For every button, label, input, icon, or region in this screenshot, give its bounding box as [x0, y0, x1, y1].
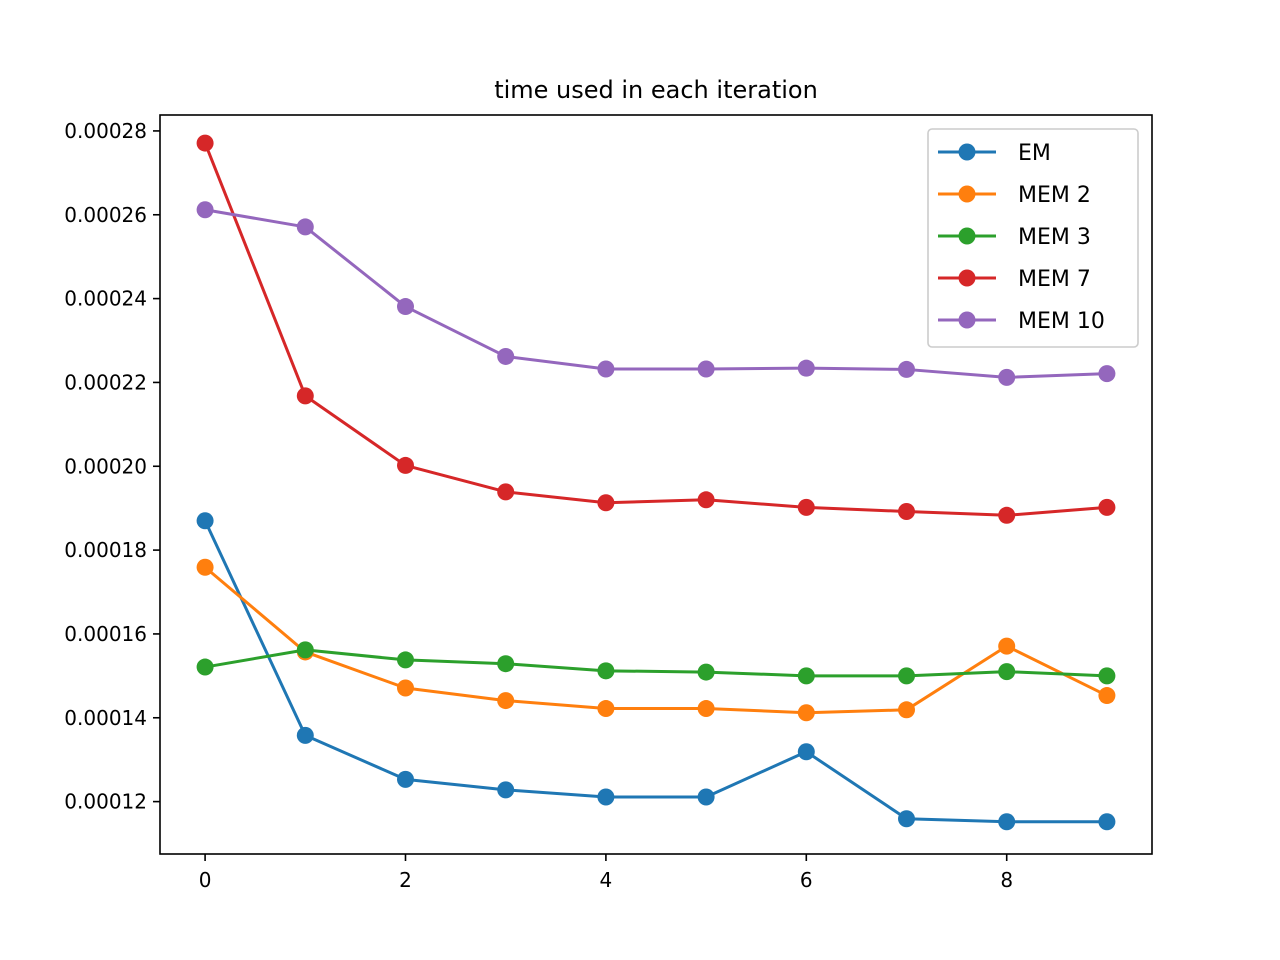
data-point — [597, 788, 615, 806]
legend-swatch-marker — [958, 269, 976, 287]
series-line — [204, 208, 1107, 379]
data-point — [1098, 667, 1116, 685]
x-tick-label: 6 — [800, 868, 813, 892]
data-point — [196, 558, 214, 576]
series-mem-7 — [196, 134, 1116, 524]
data-point — [196, 201, 214, 219]
data-point — [597, 494, 615, 512]
legend-item: MEM 7 — [938, 267, 1091, 292]
data-point — [1098, 813, 1116, 831]
series-line — [203, 520, 1107, 824]
data-point — [697, 700, 715, 718]
data-point — [898, 503, 916, 521]
data-point — [797, 743, 815, 761]
data-point — [396, 651, 414, 669]
legend-item: MEM 10 — [938, 309, 1105, 334]
data-point — [597, 700, 615, 718]
chart-title: time used in each iteration — [494, 76, 818, 104]
data-point — [296, 387, 314, 405]
data-point — [898, 360, 916, 378]
x-axis: 0 2 4 6 8 — [199, 854, 1013, 892]
data-point — [1098, 498, 1116, 516]
data-point — [396, 298, 414, 316]
legend-swatch-marker — [958, 227, 976, 245]
series-mem-10 — [196, 201, 1116, 386]
data-point — [697, 663, 715, 681]
data-point — [898, 810, 916, 828]
data-point — [697, 788, 715, 806]
data-point — [797, 359, 815, 377]
data-point — [797, 498, 815, 516]
y-tick-label: 0.00018 — [64, 538, 147, 562]
data-point — [497, 692, 515, 710]
data-point — [998, 637, 1016, 655]
data-point — [998, 506, 1016, 524]
data-point — [196, 658, 214, 676]
x-tick-label: 2 — [399, 868, 412, 892]
legend-item: MEM 2 — [938, 183, 1091, 208]
data-point — [296, 726, 314, 744]
data-point — [196, 512, 214, 530]
data-point — [396, 456, 414, 474]
series-em — [196, 512, 1116, 831]
data-point — [1098, 687, 1116, 705]
data-point — [998, 663, 1016, 681]
y-tick-label: 0.00028 — [64, 119, 147, 143]
legend-swatch-marker — [958, 185, 976, 203]
x-tick-label: 4 — [600, 868, 613, 892]
data-point — [697, 360, 715, 378]
legend-label: MEM 3 — [1018, 225, 1091, 250]
series-mem-2 — [196, 558, 1116, 722]
data-point — [497, 483, 515, 501]
data-point — [296, 218, 314, 236]
data-point — [597, 360, 615, 378]
legend-item: EM — [938, 141, 1051, 166]
legend-box — [927, 128, 1139, 348]
legend-label: MEM 7 — [1018, 267, 1091, 292]
y-tick-label: 0.00022 — [64, 370, 147, 394]
legend-label: EM — [1018, 141, 1051, 166]
data-point — [998, 813, 1016, 831]
plot-area — [159, 114, 1153, 855]
data-point — [898, 667, 916, 685]
y-tick-label: 0.00012 — [64, 790, 147, 814]
data-point — [497, 781, 515, 799]
series-mem-3 — [196, 641, 1116, 685]
legend-item: MEM 3 — [938, 225, 1091, 250]
data-point — [797, 667, 815, 685]
plot-frame — [159, 114, 1153, 855]
legend-swatch-marker — [958, 143, 976, 161]
data-point — [196, 134, 214, 152]
data-point — [296, 641, 314, 659]
data-point — [898, 701, 916, 719]
legend-label: MEM 2 — [1018, 183, 1091, 208]
series-layer — [196, 134, 1116, 831]
y-tick-label: 0.00026 — [64, 203, 147, 227]
series-line — [204, 566, 1108, 715]
x-tick-label: 8 — [1000, 868, 1013, 892]
data-point — [497, 347, 515, 365]
series-line — [203, 142, 1108, 517]
y-axis: 0.00012 0.00014 0.00016 0.00018 0.00020 0.000… — [64, 119, 160, 814]
data-point — [497, 655, 515, 673]
data-point — [797, 704, 815, 722]
data-point — [1098, 365, 1116, 383]
y-tick-label: 0.00016 — [64, 622, 147, 646]
y-tick-label: 0.00014 — [64, 706, 147, 730]
series-line — [204, 648, 1107, 678]
legend-swatch-marker — [958, 311, 976, 329]
x-tick-label: 0 — [199, 868, 212, 892]
data-point — [697, 491, 715, 509]
legend-label: MEM 10 — [1018, 309, 1105, 334]
data-point — [597, 662, 615, 680]
legend: EM MEM 2 MEM 3 MEM 7 MEM 10 — [927, 128, 1139, 348]
data-point — [396, 770, 414, 788]
y-tick-label: 0.00024 — [64, 287, 147, 311]
data-point — [396, 679, 414, 697]
y-tick-label: 0.00020 — [64, 454, 147, 478]
data-point — [998, 368, 1016, 386]
